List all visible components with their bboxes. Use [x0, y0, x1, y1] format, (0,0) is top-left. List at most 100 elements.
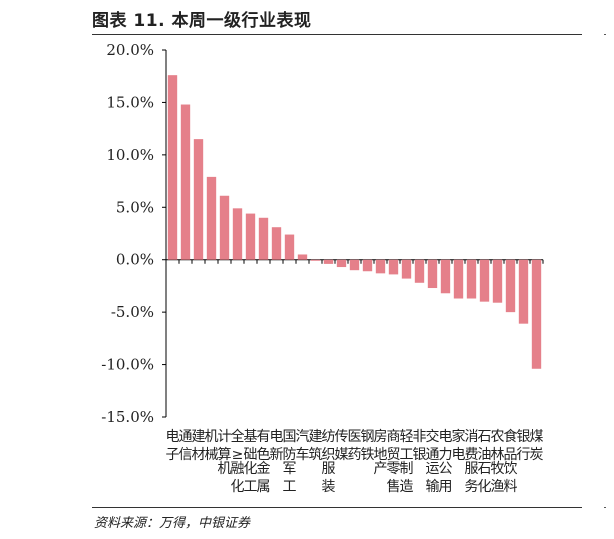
x-tick-char: 工 [400, 447, 414, 463]
bar [518, 259, 529, 324]
bar [167, 75, 178, 260]
x-tick-label: 电子 [166, 429, 180, 463]
x-tick-char: 材 [192, 447, 206, 463]
x-tick-char: 公 [439, 461, 453, 477]
bar [323, 259, 334, 264]
x-tick-label: 房地产 [374, 429, 388, 477]
x-tick-char: 有 [257, 429, 271, 445]
x-tick-char: 钢 [361, 429, 375, 445]
x-tick-char: 纺 [322, 429, 336, 445]
x-tick-char: 算 [218, 447, 232, 463]
x-tick-char: 力 [439, 447, 453, 463]
edge-mark-bottom [604, 507, 606, 508]
x-tick-char: 用 [439, 479, 453, 495]
x-tick-char: 铁 [361, 447, 375, 463]
x-tick-label: 通信 [179, 429, 193, 463]
x-tick-char: 造 [400, 479, 414, 495]
bar [232, 208, 243, 260]
x-tick-char: 国 [283, 429, 297, 445]
x-tick-label: 非银 [413, 429, 427, 463]
x-tick-label: 电新 [270, 429, 284, 463]
bar [284, 234, 295, 260]
x-tick-label: 汽车 [296, 429, 310, 463]
bar [427, 259, 438, 289]
x-tick-char: 煤 [530, 429, 544, 445]
bar [219, 195, 230, 260]
bar [349, 259, 360, 271]
x-tick-char: 装 [322, 479, 336, 495]
x-tick-label: 医药 [348, 429, 362, 463]
y-tick-label: -10.0% [101, 356, 154, 374]
bar [531, 259, 542, 369]
x-tick-char: 汽 [296, 429, 310, 445]
x-tick-char: 服 [322, 461, 336, 477]
x-tick-char: 色 [257, 446, 271, 463]
x-tick-char: 融 [231, 461, 245, 477]
bar [479, 259, 490, 302]
x-tick-char: 子 [166, 447, 180, 463]
bar [258, 217, 269, 260]
x-tick-char: 新 [270, 447, 284, 463]
bar [206, 176, 217, 260]
x-tick-char: 石 [478, 429, 492, 445]
bar [271, 227, 282, 260]
x-tick-char: 制 [400, 461, 414, 477]
x-tick-label: 全 ≥融化 [231, 428, 245, 495]
x-tick-char: 费 [465, 447, 479, 463]
bar [362, 259, 373, 272]
x-tick-label: 钢铁 [361, 429, 375, 463]
source-rule [92, 507, 582, 508]
x-tick-char: 食 [504, 428, 518, 445]
x-tick-char: 建 [192, 429, 206, 445]
bars [167, 75, 544, 369]
bar [453, 259, 464, 299]
x-tick-char: 非 [413, 429, 427, 445]
x-tick-char: 机 [205, 429, 219, 445]
x-tick-char: 全 [231, 428, 245, 445]
x-tick-char: 料 [504, 479, 518, 495]
x-tick-char: 信 [179, 447, 193, 463]
x-tick-label: 传媒 [335, 429, 349, 463]
x-tick-label: 银行 [517, 429, 531, 463]
bar [505, 259, 516, 313]
title-rule [92, 34, 582, 35]
x-tick-char: 传 [335, 429, 349, 445]
y-axis: -15.0% -10.0% -5.0% 0.0% 5.0% 10.0% 15.0% 20.0% [101, 41, 543, 426]
x-tick-char: 化 [244, 461, 258, 477]
x-tick-char: 银 [413, 447, 427, 463]
bar [375, 259, 386, 274]
y-tick-label: 20.0% [106, 41, 154, 59]
bar [310, 259, 321, 261]
x-tick-char: 车 [296, 446, 310, 463]
x-tick-char: 电 [270, 429, 284, 445]
x-tick-label: 建材 [192, 429, 206, 463]
x-tick-char: ≥ [232, 447, 244, 463]
x-tick-char: 产 [374, 461, 388, 477]
bar [245, 213, 256, 260]
x-tick-char: 础 [244, 447, 258, 463]
x-tick-char: 行 [517, 447, 531, 463]
y-tick-label: 0.0% [116, 251, 154, 269]
bar [297, 254, 308, 260]
x-tick-char: 药 [348, 447, 362, 463]
x-tick-char: 建 [309, 429, 323, 445]
x-tick-char: 家 [452, 428, 466, 445]
x-tick-char: 计 [218, 429, 232, 445]
x-tick-char: 械 [205, 447, 219, 463]
edge-mark-top [604, 34, 606, 35]
x-tick-label: 计算机 [218, 429, 232, 477]
x-tick-char: 电 [452, 447, 466, 463]
x-tick-char: 筑 [309, 447, 323, 463]
source-note: 资料来源：万得，中银证券 [94, 516, 251, 531]
x-tick-char: 医 [348, 429, 362, 445]
